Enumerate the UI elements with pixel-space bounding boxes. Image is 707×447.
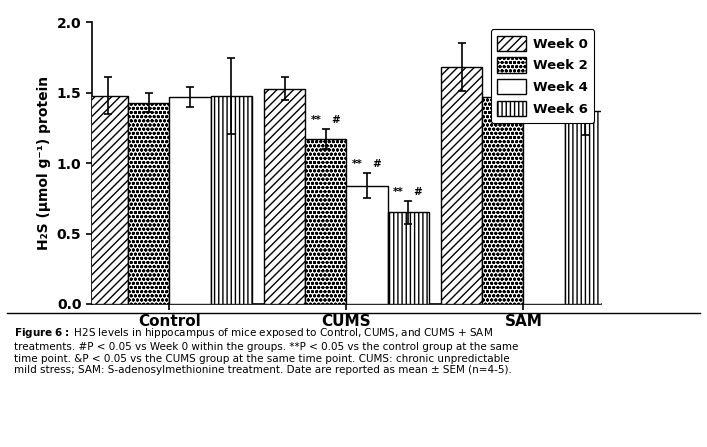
Legend: Week 0, Week 2, Week 4, Week 6: Week 0, Week 2, Week 4, Week 6 <box>491 29 595 123</box>
Text: #: # <box>414 187 422 197</box>
Text: #: # <box>331 115 340 125</box>
Text: &: & <box>497 70 508 83</box>
Bar <box>482 97 523 304</box>
Bar <box>170 97 211 304</box>
Text: $\bf{Figure\ 6:}$ H2S levels in hippocampus of mice exposed to Control, CUMS, an: $\bf{Figure\ 6:}$ H2S levels in hippocam… <box>14 326 518 375</box>
Text: **: ** <box>311 115 322 125</box>
Bar <box>264 89 305 304</box>
Y-axis label: H₂S (μmol g⁻¹) protein: H₂S (μmol g⁻¹) protein <box>37 76 51 250</box>
Bar <box>441 67 482 304</box>
Bar <box>305 139 346 304</box>
Bar <box>387 212 429 304</box>
Bar <box>211 96 252 304</box>
Text: &: & <box>580 70 590 83</box>
Text: **: ** <box>393 187 404 197</box>
Text: &: & <box>539 59 549 72</box>
Bar <box>565 111 606 304</box>
Text: **: ** <box>352 159 363 169</box>
Bar <box>128 103 170 304</box>
Bar <box>523 90 565 304</box>
Bar <box>346 186 387 304</box>
Text: #: # <box>373 159 381 169</box>
Bar <box>87 96 128 304</box>
